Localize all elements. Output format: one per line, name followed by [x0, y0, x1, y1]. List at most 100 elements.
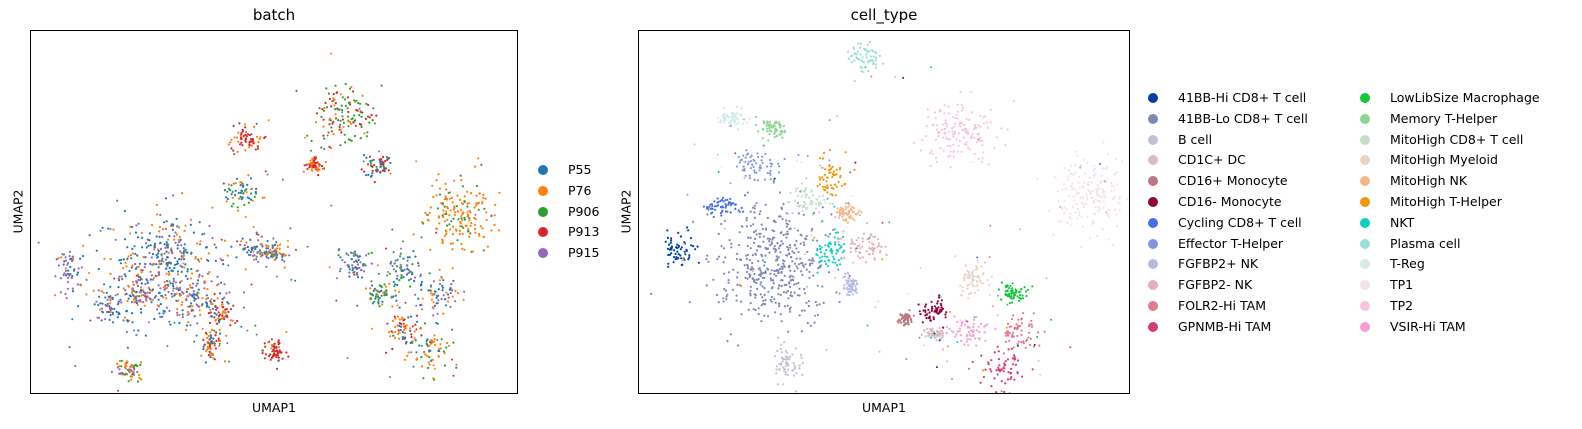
- cluster-1-22: [1002, 312, 1046, 355]
- point: [806, 321, 809, 325]
- point: [218, 313, 222, 316]
- cell-type-legend: 41BB-Hi CD8+ T cell 41BB-Lo CD8+ T cell B …: [1148, 90, 1578, 340]
- cluster-0-12: [261, 338, 290, 370]
- point: [171, 269, 174, 272]
- point: [432, 314, 435, 317]
- point: [273, 353, 276, 356]
- point: [861, 240, 864, 243]
- point: [819, 157, 822, 160]
- point: [786, 351, 789, 354]
- point: [712, 215, 715, 219]
- point: [878, 350, 881, 353]
- point: [237, 131, 240, 134]
- point: [240, 189, 243, 192]
- point: [1095, 198, 1098, 201]
- point: [1095, 191, 1098, 194]
- point: [759, 293, 762, 296]
- point: [742, 165, 745, 168]
- point: [732, 268, 735, 271]
- point: [176, 244, 179, 247]
- legend-label: 41BB-Lo CD8+ T cell: [1178, 110, 1308, 126]
- point: [197, 258, 200, 261]
- point: [161, 315, 164, 318]
- point: [124, 373, 127, 376]
- point: [224, 308, 227, 311]
- point: [267, 119, 270, 122]
- point: [196, 322, 199, 325]
- point: [794, 347, 797, 350]
- point: [1021, 375, 1024, 378]
- point: [729, 202, 732, 205]
- point: [69, 265, 72, 269]
- point: [482, 196, 485, 200]
- point: [179, 264, 182, 267]
- point: [316, 169, 319, 172]
- point: [62, 263, 65, 266]
- point: [813, 212, 815, 215]
- point: [751, 262, 754, 265]
- point: [348, 268, 351, 271]
- point: [782, 233, 785, 237]
- point: [795, 202, 799, 205]
- point: [775, 368, 778, 371]
- point: [135, 224, 138, 227]
- point: [420, 236, 423, 239]
- point: [344, 104, 347, 107]
- point: [724, 289, 727, 292]
- point: [973, 152, 976, 155]
- point: [828, 148, 832, 152]
- point: [926, 327, 929, 330]
- point: [965, 141, 968, 144]
- point: [76, 283, 79, 286]
- point: [945, 311, 948, 314]
- point: [723, 287, 726, 291]
- point: [263, 136, 266, 140]
- point: [160, 262, 163, 265]
- point: [764, 203, 767, 206]
- legend-label: P55: [568, 162, 592, 177]
- point: [458, 198, 461, 201]
- point: [966, 276, 969, 279]
- point: [851, 281, 854, 284]
- point: [831, 175, 834, 179]
- point: [927, 308, 930, 311]
- point: [799, 257, 802, 260]
- point: [136, 254, 139, 257]
- point: [189, 284, 192, 287]
- point: [851, 54, 854, 57]
- point: [1021, 297, 1025, 300]
- point: [749, 224, 752, 227]
- point: [160, 253, 163, 256]
- point: [808, 196, 811, 199]
- point: [766, 130, 769, 133]
- point: [69, 258, 72, 261]
- point: [749, 167, 752, 170]
- point: [727, 281, 730, 284]
- point: [977, 325, 980, 328]
- point: [757, 245, 760, 248]
- point: [747, 161, 750, 164]
- point: [865, 222, 868, 225]
- point: [66, 281, 70, 284]
- point: [810, 229, 813, 232]
- point: [743, 160, 746, 163]
- point: [347, 120, 350, 123]
- point: [123, 316, 127, 319]
- point: [779, 267, 782, 271]
- point: [252, 142, 255, 145]
- point: [341, 111, 344, 114]
- point: [1013, 358, 1016, 361]
- point: [254, 248, 257, 251]
- point: [843, 256, 846, 260]
- point: [823, 255, 827, 258]
- point: [114, 238, 117, 241]
- point: [933, 111, 937, 114]
- point: [393, 315, 396, 318]
- point: [804, 263, 807, 266]
- point: [1006, 128, 1009, 131]
- point: [188, 305, 191, 308]
- point: [438, 268, 441, 271]
- point: [310, 168, 313, 172]
- point: [855, 53, 858, 56]
- point: [844, 208, 847, 211]
